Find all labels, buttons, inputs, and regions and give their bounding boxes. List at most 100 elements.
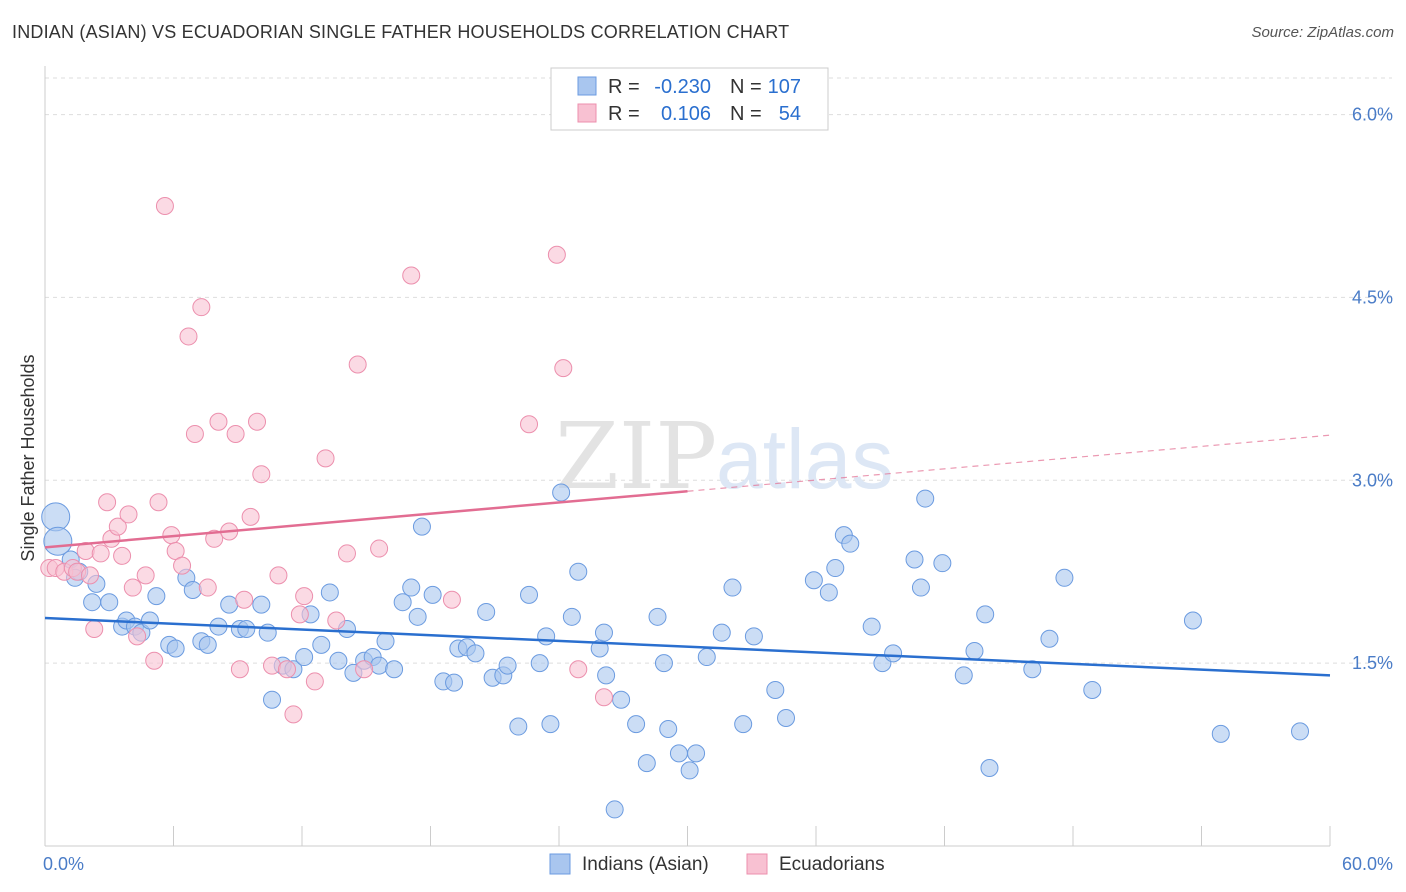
trend-line-ecuadorians (44, 490, 688, 549)
ecuadorian-point (295, 587, 314, 606)
series-legend-swatch-indians (549, 853, 571, 875)
indian-point (594, 623, 613, 642)
ecuadorian-point (123, 578, 142, 597)
indian-point (884, 644, 903, 663)
indian-point (804, 571, 823, 590)
ecuadorian-point (205, 529, 224, 548)
indian-point (980, 758, 999, 777)
ecuadorian-point (155, 197, 174, 215)
ecuadorian-point (136, 566, 155, 585)
indian-point (637, 754, 656, 773)
x-tick-label: 60.0% (1342, 854, 1393, 874)
indian-point (385, 660, 404, 679)
indian-point (402, 578, 421, 597)
ecuadorian-point (547, 245, 566, 264)
indian-point (147, 587, 166, 606)
legend-swatch-blue (577, 76, 597, 96)
ecuadorian-point (119, 505, 138, 524)
indian-point (237, 620, 256, 639)
y-tick-label: 4.5% (1352, 287, 1393, 307)
indian-point (43, 526, 73, 556)
series-legend-swatch-ecuadorians (746, 853, 768, 875)
legend-r-label-2: R = (608, 103, 640, 125)
indian-point (541, 715, 560, 734)
stats-legend-box (550, 67, 829, 131)
indian-point (954, 666, 973, 685)
indian-point (520, 585, 539, 604)
indian-point (1083, 680, 1102, 699)
indian-point (1211, 724, 1230, 743)
ecuadorian-point (569, 660, 588, 679)
indian-point (370, 656, 389, 675)
indian-point (712, 623, 731, 642)
indian-point (916, 489, 935, 508)
indian-point (841, 534, 860, 553)
tick-labels: 1.5% 3.0% 4.5% 6.0% 0.0% 60.0% (43, 105, 1393, 874)
ecuadorian-point (80, 566, 99, 585)
indian-point (862, 617, 881, 636)
indian-point (252, 595, 271, 614)
watermark-zip: ZIP (555, 403, 717, 510)
legend-n-value-2: 54 (779, 103, 801, 125)
ecuadorian-point (128, 627, 147, 646)
indian-point (1040, 629, 1059, 648)
trend-lines (44, 434, 1331, 677)
y-tick-label: 3.0% (1352, 470, 1393, 490)
indian-point (41, 502, 71, 532)
indian-point (376, 632, 395, 651)
indian-point (312, 635, 331, 654)
indian-point (965, 641, 984, 660)
ecuadorian-point (269, 566, 288, 585)
indian-point (423, 585, 442, 604)
indian-point (723, 578, 742, 597)
legend-n-label-2: N = (730, 103, 762, 125)
ecuadorian-point (520, 415, 539, 434)
indian-point (669, 744, 688, 763)
indian-point (911, 578, 930, 597)
indian-point (734, 715, 753, 734)
indian-point (477, 602, 496, 621)
indian-point (597, 666, 616, 685)
ecuadorian-point (594, 688, 613, 707)
indian-point (329, 651, 348, 670)
ecuadorian-point (91, 544, 110, 563)
indian-point (744, 627, 763, 646)
indian-point (552, 483, 571, 502)
axes (44, 66, 1331, 847)
ecuadorian-point (554, 359, 573, 378)
indian-point (933, 554, 952, 573)
series-legend-label-indians: Indians (Asian) (582, 854, 709, 875)
data-points (40, 197, 1310, 819)
indian-point (393, 593, 412, 612)
ecuadorian-point (248, 412, 267, 431)
indian-point (905, 550, 924, 569)
indian-point (220, 595, 239, 614)
indian-point (100, 593, 119, 612)
legend-r-value-1: -0.230 (654, 76, 711, 98)
ecuadorian-point (149, 493, 168, 512)
grid-lines (45, 77, 1392, 664)
indian-point (826, 559, 845, 578)
y-tick-label: 6.0% (1352, 105, 1393, 125)
ecuadorian-point (192, 298, 211, 317)
indian-point (605, 800, 624, 819)
ecuadorian-point (348, 355, 367, 374)
ecuadorian-point (185, 424, 204, 443)
legend-r-label-1: R = (608, 76, 640, 98)
ecuadorian-point (355, 660, 374, 679)
indian-point (627, 715, 646, 734)
ecuadorian-point (179, 327, 198, 346)
indian-point (183, 581, 202, 599)
stats-legend: R = -0.230 N = 107 R = 0.106 N = 54 (550, 67, 829, 131)
ecuadorian-point (230, 660, 249, 679)
ecuadorian-point (85, 620, 104, 639)
indian-point (408, 607, 427, 626)
x-tick-label: 0.0% (43, 854, 84, 874)
y-axis-title: Single Father Households (18, 354, 38, 561)
indian-point (445, 673, 464, 692)
trend-line-ecuadorians-extension (687, 434, 1331, 492)
ecuadorian-point (252, 465, 271, 484)
indian-point (1023, 660, 1042, 679)
ecuadorian-point (316, 449, 335, 468)
